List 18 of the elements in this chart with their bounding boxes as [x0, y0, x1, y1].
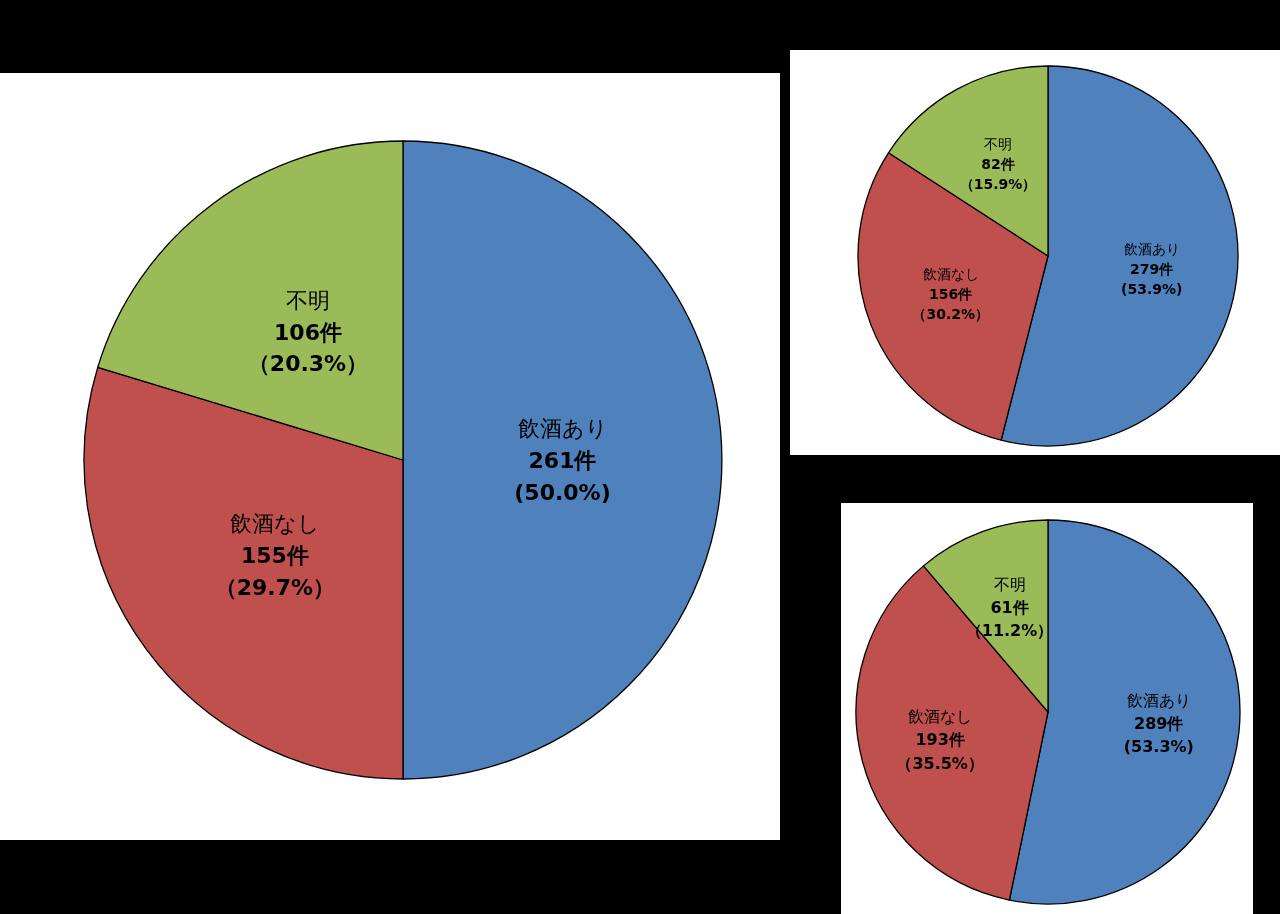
data-label: 61件（11.2%）: [965, 598, 1054, 641]
data-label: 155件（29.7%）: [214, 542, 336, 600]
data-label: 261件(50.0%): [514, 447, 611, 505]
slice-label: 飲酒あり: [1126, 690, 1191, 710]
data-label: 289件(53.3%): [1123, 713, 1194, 757]
slice-label: 飲酒あり: [517, 415, 608, 441]
slice-label: 飲酒なし: [229, 510, 320, 536]
slice-label: 飲酒なし: [922, 265, 979, 282]
data-label: 82件（15.9%）: [959, 156, 1037, 193]
data-label: 106件（20.3%）: [247, 319, 369, 377]
slice-label: 不明: [984, 135, 1013, 152]
slice-label: 飲酒なし: [908, 707, 973, 727]
data-label: 279件(53.9%): [1121, 260, 1183, 298]
data-label: 156件（30.2%）: [912, 286, 989, 323]
slice-label: 飲酒あり: [1123, 240, 1180, 257]
slice-label: 不明: [993, 574, 1026, 594]
data-label: 193件（35.5%）: [896, 730, 984, 773]
slice-label: 不明: [286, 287, 331, 313]
